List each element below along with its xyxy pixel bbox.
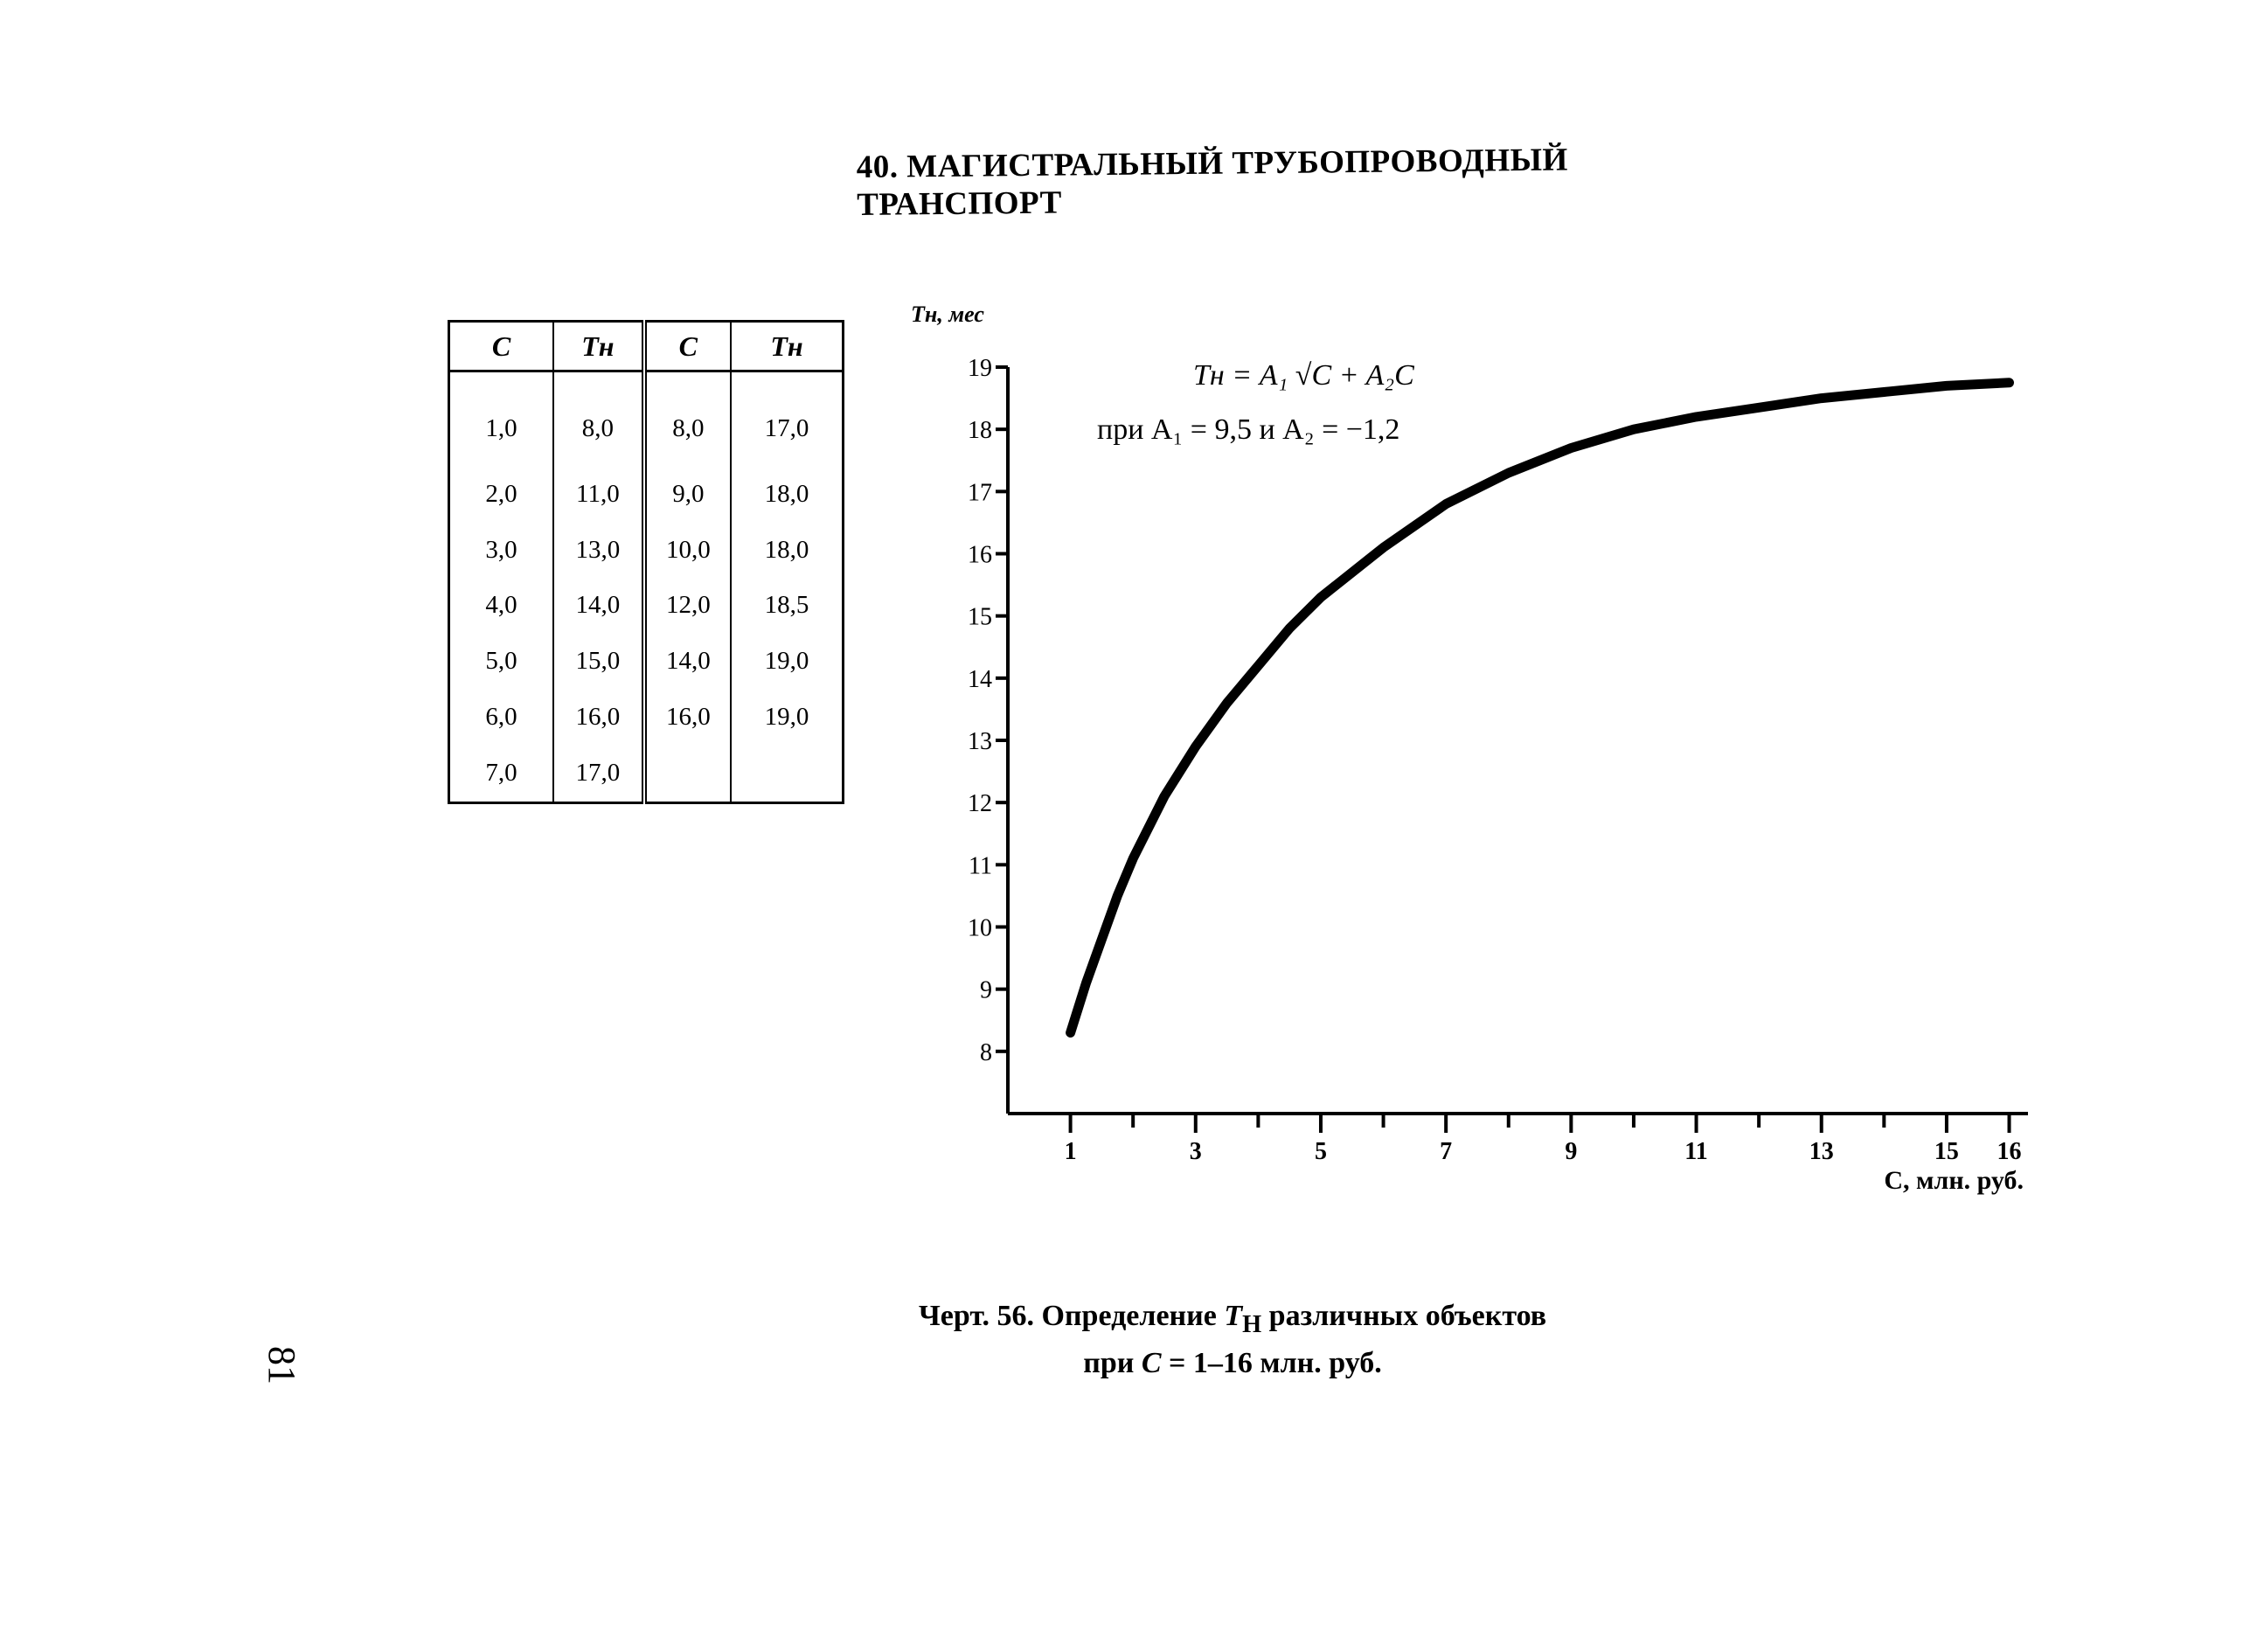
- y-tick-label: 17: [968, 479, 992, 506]
- y-tick-label: 14: [968, 666, 992, 693]
- table-row: 7,0 17,0: [448, 744, 844, 803]
- table-cell: 18,5: [764, 591, 809, 620]
- formula-line-1: Tн = A₁ √C + A₂C: [1193, 359, 1414, 392]
- table-header-row: C Tн C Tн: [448, 321, 844, 372]
- formula-line-2: при A₁ = 9,5 и A₂ = −1,2: [1097, 413, 1399, 446]
- x-tick-label: 9: [1565, 1138, 1577, 1165]
- caption-symbol: T: [1224, 1300, 1243, 1332]
- table-cell: 12,0: [643, 577, 732, 634]
- y-tick-label: 9: [980, 977, 992, 1004]
- table-cell: 1,0: [448, 371, 554, 467]
- caption-text: при: [1083, 1346, 1142, 1379]
- caption-text: Черт. 56. Определение: [918, 1300, 1225, 1332]
- table-cell: 19,0: [764, 702, 809, 731]
- table-cell: 6,0: [448, 689, 554, 745]
- caption-line-1: Черт. 56. Определение TН различных объек…: [874, 1297, 1591, 1344]
- y-tick-label: 11: [969, 852, 992, 879]
- table-row: 6,0 16,0 16,0 19,0: [448, 689, 844, 745]
- table-header-cell: Tн: [730, 321, 844, 372]
- x-tick-label: 11: [1684, 1138, 1707, 1165]
- y-tick-label: 13: [968, 728, 992, 755]
- table-row: 2,0 11,0 9,0 18,0: [448, 466, 844, 523]
- caption-line-2: при C = 1–16 млн. руб.: [874, 1344, 1591, 1383]
- table-row: 5,0 15,0 14,0 19,0: [448, 633, 844, 690]
- table-cell: 5,0: [448, 633, 554, 690]
- x-tick-label: 16: [1997, 1138, 2022, 1165]
- table-cell: 8,0: [643, 371, 732, 467]
- table-cell: 16,0: [553, 689, 647, 745]
- table-cell: 18,0: [764, 535, 809, 564]
- y-tick-label: 8: [980, 1039, 992, 1066]
- table-cell: 2,0: [448, 466, 554, 523]
- x-ticks: 1 3 5 7 9 11 13 15 16: [1065, 1114, 2022, 1165]
- y-ticks: 8 9 10 11 12 13 14 15 16 17 18 19: [968, 355, 1008, 1066]
- x-tick-label: 1: [1065, 1138, 1077, 1165]
- table-cell: 17,0: [764, 414, 809, 443]
- table-cell: 11,0: [553, 466, 647, 523]
- series-line: [1066, 378, 2014, 1038]
- x-tick-label: 13: [1809, 1138, 1834, 1165]
- caption-text: = 1–16 млн. руб.: [1161, 1346, 1382, 1379]
- table-row: 3,0 13,0 10,0 18,0: [448, 522, 844, 578]
- table-header-cell: C: [643, 321, 732, 372]
- y-tick-label: 19: [968, 355, 992, 382]
- table-row: 1,0 8,0 8,0 17,0: [448, 371, 844, 467]
- table-cell: 19,0: [764, 646, 809, 675]
- y-tick-label: 16: [968, 542, 992, 569]
- table-cell: 13,0: [553, 522, 647, 578]
- x-axis-label: C, млн. руб.: [1884, 1166, 2024, 1195]
- y-tick-label: 18: [968, 417, 992, 444]
- y-axis-label: Tн, мес: [911, 302, 984, 327]
- x-tick-label: 3: [1190, 1138, 1202, 1165]
- page-number: 81: [260, 1346, 303, 1385]
- table-cell: 14,0: [643, 633, 732, 690]
- y-tick-label: 10: [968, 915, 992, 942]
- table-cell: 9,0: [643, 466, 732, 523]
- y-tick-label: 12: [968, 790, 992, 817]
- caption-text: различных объектов: [1261, 1300, 1547, 1332]
- table-cell: 14,0: [553, 577, 647, 634]
- table-cell: 4,0: [448, 577, 554, 634]
- data-table: C Tн C Tн 1,0 8,0 8,0 17,0 2,0 11,0 9,0 …: [448, 320, 844, 804]
- table-cell: [643, 744, 732, 803]
- y-tick-label: 15: [968, 604, 992, 631]
- table-cell: 3,0: [448, 522, 554, 578]
- table-cell: 15,0: [553, 633, 647, 690]
- caption-symbol: C: [1141, 1346, 1162, 1379]
- table-cell: 18,0: [764, 479, 809, 508]
- table-cell: 7,0: [448, 744, 554, 803]
- table-cell: [731, 745, 844, 803]
- table-header-cell: C: [448, 321, 554, 372]
- x-tick-label: 15: [1934, 1138, 1959, 1165]
- caption-subscript: Н: [1242, 1310, 1262, 1338]
- table-cell: 16,0: [643, 689, 732, 745]
- table-row: 4,0 14,0 12,0 18,5: [448, 577, 844, 634]
- page-header: 40. МАГИСТРАЛЬНЫЙ ТРУБОПРОВОДНЫЙ ТРАНСПО…: [856, 142, 1568, 223]
- table-cell: 10,0: [643, 522, 732, 578]
- x-tick-label: 5: [1315, 1138, 1327, 1165]
- figure-caption: Черт. 56. Определение TН различных объек…: [874, 1297, 1591, 1383]
- table-cell: 17,0: [553, 744, 647, 803]
- x-tick-label: 7: [1440, 1138, 1452, 1165]
- table-header-cell: Tн: [553, 321, 647, 372]
- table-cell: 8,0: [553, 371, 647, 467]
